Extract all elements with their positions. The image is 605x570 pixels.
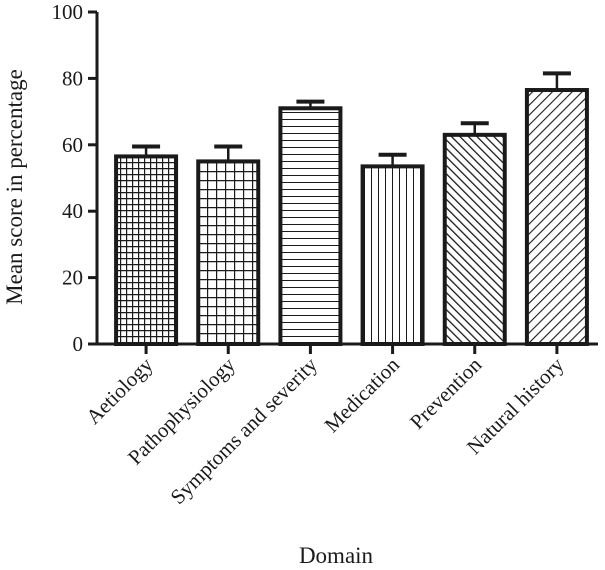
y-tick-label: 20: [62, 266, 83, 290]
bar-prevention: [442, 132, 507, 346]
y-tick-label: 80: [62, 66, 83, 90]
y-tick-label: 0: [73, 332, 84, 356]
bar-aetiology: [114, 154, 179, 346]
bars: [114, 71, 589, 346]
bar-natural-history: [524, 88, 589, 346]
x-tick-label: Symptoms and severity: [166, 352, 323, 509]
x-tick-label: Aetiology: [81, 352, 158, 429]
y-axis: 0 20 40 60 80 100: [52, 0, 99, 356]
y-tick-label: 60: [62, 133, 83, 157]
y-tick-label: 100: [52, 0, 84, 24]
bar-symptoms-and-severity: [278, 106, 343, 346]
x-tick-label: Medication: [320, 352, 405, 437]
y-axis-title: Mean score in percentage: [2, 69, 27, 305]
x-tick-label: Prevention: [405, 352, 487, 434]
bar-medication: [360, 164, 425, 346]
bar-pathophysiology: [196, 159, 261, 346]
x-axis-title: Domain: [299, 543, 374, 568]
y-tick-label: 40: [62, 199, 83, 223]
